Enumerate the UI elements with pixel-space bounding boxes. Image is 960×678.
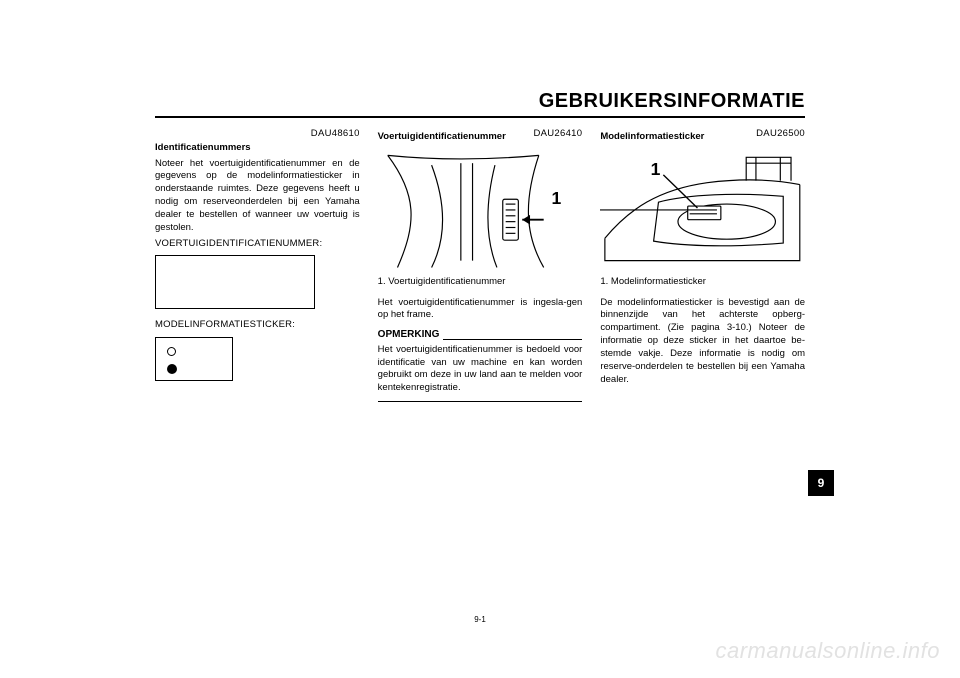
modelsticker-label: MODELINFORMATIESTICKER: <box>155 319 360 332</box>
page-title: GEBRUIKERSINFORMATIE <box>539 90 805 113</box>
page-number: 9-1 <box>0 615 960 624</box>
column-2: Voertuigidentificatienummer DAU26410 <box>378 128 583 402</box>
vin-label: VOERTUIGIDENTIFICATIENUMMER: <box>155 238 360 251</box>
ref-code: DAU26410 <box>533 128 582 141</box>
figure-callout: 1 <box>551 188 561 208</box>
chapter-tab: 9 <box>808 470 834 496</box>
note-body: Het voertuigidentificatienummer is bedoe… <box>378 344 583 395</box>
note-heading: OPMERKING <box>378 328 440 342</box>
circle-icon <box>167 347 176 356</box>
header-rule <box>155 116 805 118</box>
note-heading-row: OPMERKING <box>378 328 583 342</box>
note-rule <box>443 339 582 340</box>
watermark: carmanualsonline.info <box>715 638 940 664</box>
dot-icon <box>167 364 177 374</box>
vin-entry-box <box>155 255 315 309</box>
column-3: Modelinformatiesticker DAU26500 <box>600 128 805 402</box>
ref-code: DAU26500 <box>756 128 805 141</box>
section-title: Voertuigidentificatienummer <box>378 131 506 144</box>
manual-page: GEBRUIKERSINFORMATIE DAU48610 Identifica… <box>0 0 960 678</box>
figure-caption: 1. Voertuigidentificatienummer <box>378 276 583 289</box>
section-title: Modelinformatiesticker <box>600 131 704 144</box>
figure-callout: 1 <box>651 159 661 179</box>
figure-model-sticker: 1 <box>600 144 805 272</box>
body-text: Het voertuigidentificatienummer is inges… <box>378 297 583 323</box>
note-end-rule <box>378 401 583 402</box>
modelsticker-entry-box <box>155 337 233 381</box>
body-text: Noteer het voertuigidentificatienummer e… <box>155 158 360 235</box>
body-text: De modelinformatiesticker is bevestigd a… <box>600 297 805 387</box>
column-1: DAU48610 Identificatienummers Noteer het… <box>155 128 360 402</box>
figure-vin-location: 1 <box>378 144 583 272</box>
content-columns: DAU48610 Identificatienummers Noteer het… <box>155 128 805 402</box>
figure-caption: 1. Modelinformatiesticker <box>600 276 805 289</box>
section-title: Identificatienummers <box>155 142 360 155</box>
ref-code: DAU48610 <box>155 128 360 141</box>
